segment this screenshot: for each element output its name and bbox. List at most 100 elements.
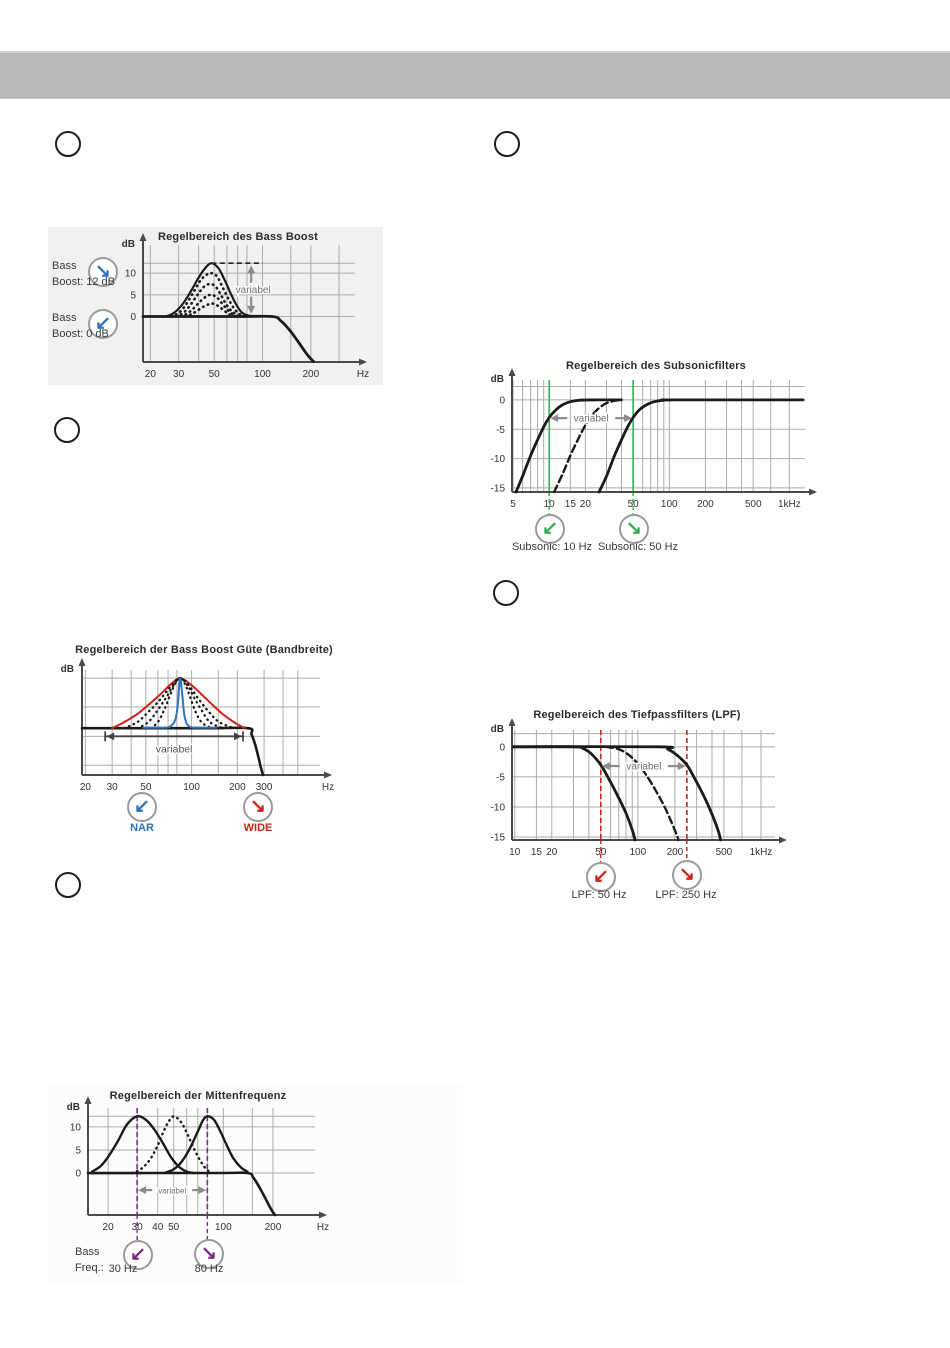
svg-text:15: 15 — [531, 847, 543, 858]
svg-text:5: 5 — [75, 1145, 81, 1156]
chart-title: Regelbereich der Bass Boost Güte (Bandbr… — [75, 644, 333, 656]
chart-title: Regelbereich des Bass Boost — [157, 231, 319, 243]
chart-title: Regelbereich des Tiefpassfilters (LPF) — [533, 709, 741, 721]
lpf-chart: 10 15 20 50 100 200 500 1kHz 0 -5 -10 -15 dB variabel… — [478, 705, 828, 905]
chart-title: Regelbereich der Mittenfrequenz — [109, 1090, 287, 1102]
wide-caption: WIDE — [243, 822, 273, 834]
section-marker-circle-5 — [55, 872, 81, 898]
svg-text:100: 100 — [183, 782, 200, 793]
svg-text:200: 200 — [302, 369, 319, 380]
bass-freq-max-caption: 80 Hz — [194, 1263, 224, 1275]
bass-freq-min-knob-icon: ↙ — [123, 1240, 153, 1270]
lpf-min-caption: LPF: 50 Hz — [571, 889, 627, 901]
subsonic-chart: 5 10 15 20 50 100 200 500 1kHz 0 -5 -10 -15 dB variabe… — [478, 355, 828, 555]
svg-text:50: 50 — [628, 499, 640, 510]
svg-text:1kHz: 1kHz — [778, 499, 801, 510]
section-marker-circle-1 — [55, 131, 81, 157]
svg-text:-5: -5 — [496, 425, 505, 436]
svg-text:-15: -15 — [491, 832, 506, 843]
lpf-min-knob-icon: ↙ — [586, 862, 616, 892]
knob-arrow-se-icon: ↘ — [201, 1243, 217, 1264]
bass-boost-q-chart: 20 30 50 100 200 300 dB Hz variabel Regelbereich… — [30, 640, 380, 840]
svg-text:-5: -5 — [496, 772, 505, 783]
svg-text:0: 0 — [499, 742, 505, 753]
svg-text:variabel: variabel — [158, 1187, 186, 1196]
bass-freq-max-knob-icon: ↘ — [194, 1239, 224, 1269]
svg-text:50: 50 — [595, 847, 607, 858]
svg-text:10: 10 — [125, 269, 137, 280]
svg-text:dB: dB — [491, 724, 504, 735]
bass-boost-max-label-line2: Boost: 12 dB — [52, 276, 115, 288]
svg-text:200: 200 — [229, 782, 246, 793]
header-bar — [0, 51, 950, 99]
svg-text:30: 30 — [132, 1222, 144, 1233]
svg-text:dB: dB — [67, 1102, 80, 1113]
chart-title: Regelbereich des Subsonicfilters — [565, 360, 746, 372]
svg-text:30: 30 — [173, 369, 185, 380]
wide-knob-icon: ↘ — [243, 792, 273, 822]
svg-text:0: 0 — [75, 1169, 81, 1180]
svg-text:variabel: variabel — [156, 743, 193, 755]
svg-text:100: 100 — [254, 369, 271, 380]
svg-text:1kHz: 1kHz — [750, 847, 773, 858]
svg-text:20: 20 — [145, 369, 157, 380]
svg-text:variabel: variabel — [236, 285, 271, 296]
subsonic-plot: 5 10 15 20 50 100 200 500 1kHz 0 -5 -10 -15 dB variabe… — [491, 368, 817, 516]
svg-text:-10: -10 — [491, 454, 506, 465]
svg-text:10: 10 — [70, 1122, 82, 1133]
svg-text:200: 200 — [697, 499, 714, 510]
svg-text:100: 100 — [215, 1222, 232, 1233]
knob-arrow-se-icon: ↘ — [626, 518, 642, 539]
bass-boost-max-knob-icon: ↘ — [88, 257, 118, 287]
bass-freq-side-label-line2: Freq.: — [75, 1262, 104, 1274]
subsonic-min-knob-icon: ↙ — [535, 514, 565, 544]
knob-arrow-sw-icon: ↙ — [130, 1244, 146, 1265]
svg-text:variabel: variabel — [626, 762, 661, 773]
svg-text:20: 20 — [546, 847, 558, 858]
bass-boost-plot: 20 30 50 100 200 0 5 10 dB Hz variabel — [122, 233, 369, 380]
knob-arrow-se-icon: ↘ — [679, 864, 695, 885]
lpf-max-knob-icon: ↘ — [672, 860, 702, 890]
mittenfrequenz-chart: 20 30 40 50 100 200 10 5 0 dB Hz variabel Regelbere… — [48, 1082, 463, 1282]
knob-arrow-sw-icon: ↙ — [95, 313, 111, 334]
svg-text:5: 5 — [130, 290, 136, 301]
svg-text:300: 300 — [256, 782, 273, 793]
svg-text:50: 50 — [209, 369, 221, 380]
lpf-plot: 10 15 20 50 100 200 500 1kHz 0 -5 -10 -15 dB variabel — [491, 718, 787, 866]
svg-text:100: 100 — [630, 847, 647, 858]
svg-text:Hz: Hz — [357, 369, 369, 380]
bass-boost-min-label-line2: Boost: 0 dB — [52, 328, 109, 340]
knob-arrow-se-icon: ↘ — [250, 796, 266, 817]
subsonic-max-knob-icon: ↘ — [619, 514, 649, 544]
svg-text:dB: dB — [122, 239, 135, 250]
knob-arrow-sw-icon: ↙ — [542, 518, 558, 539]
svg-text:50: 50 — [168, 1222, 180, 1233]
section-marker-circle-4 — [493, 580, 519, 606]
bass-boost-chart: 20 30 50 100 200 0 5 10 dB Hz variabel Regelbereic… — [48, 227, 383, 385]
svg-text:0: 0 — [499, 395, 505, 406]
svg-text:15: 15 — [565, 499, 577, 510]
svg-text:200: 200 — [265, 1222, 282, 1233]
svg-text:dB: dB — [491, 374, 504, 385]
svg-text:0: 0 — [130, 312, 136, 323]
narrow-caption: NAR — [130, 822, 154, 834]
lpf-max-caption: LPF: 250 Hz — [655, 889, 717, 901]
knob-arrow-sw-icon: ↙ — [134, 796, 150, 817]
knob-arrow-sw-icon: ↙ — [593, 866, 609, 887]
svg-text:10: 10 — [544, 499, 556, 510]
subsonic-min-caption: Subsonic: 10 Hz — [511, 541, 593, 553]
svg-text:500: 500 — [716, 847, 733, 858]
bass-boost-min-label-line1: Bass — [52, 312, 77, 324]
svg-text:20: 20 — [103, 1222, 115, 1233]
svg-text:200: 200 — [667, 847, 684, 858]
svg-text:variabel: variabel — [574, 414, 609, 425]
svg-text:5: 5 — [510, 499, 516, 510]
svg-text:dB: dB — [61, 664, 74, 675]
svg-text:20: 20 — [580, 499, 592, 510]
svg-text:Hz: Hz — [317, 1222, 329, 1233]
svg-text:20: 20 — [80, 782, 92, 793]
knob-arrow-se-icon: ↘ — [95, 261, 111, 282]
svg-text:10: 10 — [509, 847, 521, 858]
